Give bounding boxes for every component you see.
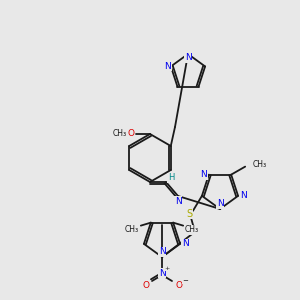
Text: N: N (159, 248, 165, 256)
Text: CH₃: CH₃ (113, 130, 127, 139)
Text: N: N (200, 170, 207, 179)
Text: O: O (176, 280, 182, 290)
Text: +: + (164, 266, 169, 271)
Text: N: N (164, 62, 171, 71)
Text: N: N (182, 239, 188, 248)
Text: N: N (217, 200, 224, 208)
Text: H: H (168, 173, 174, 182)
Text: CH₃: CH₃ (185, 225, 199, 234)
Text: N: N (175, 196, 182, 206)
Text: N: N (159, 268, 165, 278)
Text: O: O (128, 130, 134, 139)
Text: S: S (187, 209, 193, 219)
Text: N: N (184, 53, 191, 62)
Text: CH₃: CH₃ (252, 160, 266, 169)
Text: CH₃: CH₃ (125, 225, 139, 234)
Text: O: O (142, 280, 149, 290)
Text: −: − (182, 278, 188, 284)
Text: N: N (240, 191, 246, 200)
